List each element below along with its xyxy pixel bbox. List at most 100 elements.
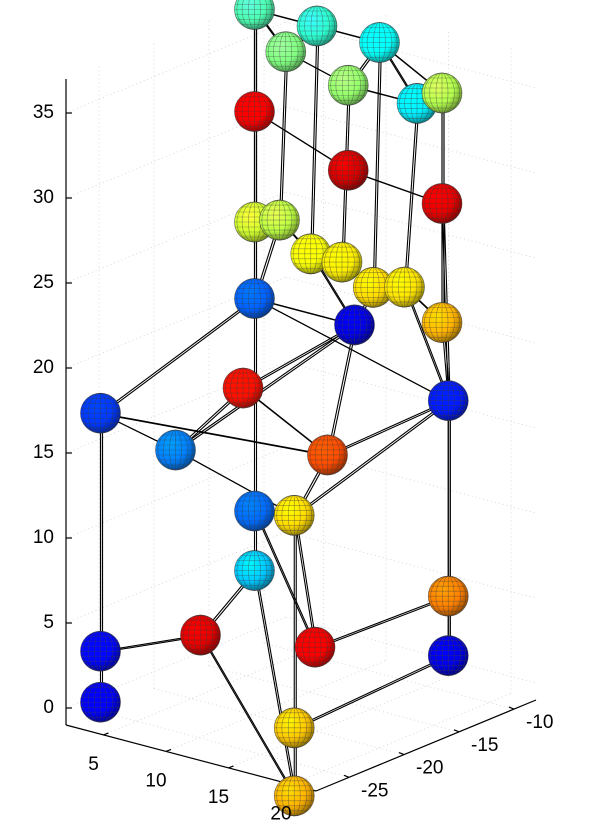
wireframe-edge xyxy=(255,571,297,797)
wireframe-edge xyxy=(310,25,318,254)
sphere-marker xyxy=(234,490,275,532)
x-tick-mark xyxy=(228,765,234,769)
wireframe-edge xyxy=(280,52,289,222)
wireframe-edge xyxy=(316,596,451,649)
sphere-marker xyxy=(273,707,315,749)
wireframe-edge xyxy=(100,412,328,456)
z-tick-label: 20 xyxy=(33,357,54,378)
x-tick-label: 5 xyxy=(88,754,99,775)
y-tick-label: -20 xyxy=(416,758,443,779)
wireframe-edge xyxy=(312,26,320,255)
wireframe-edge xyxy=(329,401,451,457)
sphere-marker xyxy=(359,22,400,63)
x-tick-label: 20 xyxy=(270,803,291,821)
sphere-marker xyxy=(296,5,338,47)
y-axis-line xyxy=(315,699,537,792)
chair-wireframe xyxy=(99,8,451,798)
z-tick-label: 10 xyxy=(33,527,54,548)
grid-line-z xyxy=(285,531,537,599)
z-tick-label: 30 xyxy=(33,187,54,208)
sphere-marker xyxy=(80,392,121,434)
y-tick-label: -15 xyxy=(471,735,498,756)
grid-line-x xyxy=(165,660,387,752)
sphere-marker xyxy=(259,199,300,241)
sphere-marker xyxy=(234,0,275,30)
sphere-marker xyxy=(334,304,375,346)
sphere-markers xyxy=(80,0,469,817)
x-tick-label: 15 xyxy=(208,787,229,808)
sphere-marker xyxy=(427,575,469,617)
wireframe-edge xyxy=(102,299,257,415)
wireframe-edge xyxy=(327,400,449,456)
sphere-marker xyxy=(290,233,332,275)
wireframe-edge xyxy=(372,42,381,288)
sphere-marker xyxy=(155,429,196,471)
wireframe-edge xyxy=(314,595,449,648)
x-tick-mark xyxy=(165,748,172,752)
wireframe-edge xyxy=(256,299,451,403)
wireframe-edge xyxy=(403,103,418,288)
wireframe-edge xyxy=(293,515,316,648)
sphere-marker xyxy=(180,614,221,656)
sphere-marker xyxy=(273,775,315,817)
y-tick-mark xyxy=(453,729,460,733)
sphere-marker xyxy=(234,550,275,591)
y-tick-label: -10 xyxy=(526,712,553,733)
axes xyxy=(65,79,537,792)
wireframe-edge xyxy=(296,656,451,730)
sphere-marker xyxy=(327,64,369,106)
sphere-marker xyxy=(384,266,425,308)
wireframe-edge xyxy=(405,104,420,289)
sphere-marker xyxy=(80,630,121,672)
wireframe-edge xyxy=(202,635,297,798)
sphere-marker xyxy=(273,494,315,536)
wireframe-edge xyxy=(326,324,356,456)
wireframe-edge xyxy=(102,413,330,457)
sphere-marker xyxy=(427,635,469,677)
z-tick-label: 15 xyxy=(33,442,54,463)
wireframe-edge xyxy=(177,325,357,452)
wireframe-edge xyxy=(200,634,295,797)
x-tick-label: 10 xyxy=(145,770,166,791)
y-tick-mark xyxy=(508,706,515,710)
sphere-marker xyxy=(427,380,469,421)
wireframe-edge xyxy=(293,400,449,516)
sphere-marker xyxy=(222,367,264,409)
z-tick-label: 25 xyxy=(33,272,54,293)
grid-line-y xyxy=(208,665,460,733)
wireframe-edge xyxy=(295,516,318,649)
sphere-marker xyxy=(294,626,336,668)
wireframe-edge xyxy=(374,43,383,289)
wireframe-edge xyxy=(253,510,316,648)
wireframe-edge xyxy=(278,51,287,221)
tick-labels: 0 5 10 15 20 25 30 35 5 10 15 20 -25 -20 -15 -10 xyxy=(33,102,554,821)
wireframe-edge xyxy=(100,298,255,414)
wireframe-edge xyxy=(175,324,355,451)
y-tick-mark xyxy=(343,774,350,778)
sphere-marker xyxy=(327,149,369,191)
y-tick-label: -25 xyxy=(361,780,388,801)
sphere-marker xyxy=(421,72,463,114)
wireframe-edge xyxy=(253,570,295,796)
z-tick-label: 0 xyxy=(43,697,54,718)
y-tick-mark xyxy=(398,752,405,756)
wireframe-edge xyxy=(242,324,355,389)
sphere-marker xyxy=(321,241,363,283)
wireframe-edge xyxy=(295,401,451,517)
wireframe-edge xyxy=(177,450,297,517)
sphere-marker xyxy=(421,183,463,224)
sphere-marker xyxy=(265,31,307,73)
wireframe-edge xyxy=(294,655,449,729)
sphere-marker xyxy=(234,278,275,319)
sphere-marker xyxy=(307,434,348,476)
sphere-marker xyxy=(80,681,121,723)
wireframe-edge xyxy=(328,325,358,457)
z-tick-label: 5 xyxy=(43,612,54,633)
x-tick-mark xyxy=(103,732,109,736)
wireframe-edge xyxy=(255,511,318,649)
z-tick-label: 35 xyxy=(33,102,54,123)
sphere-marker xyxy=(234,91,275,132)
x-axis-line xyxy=(65,724,317,792)
sphere-marker xyxy=(421,302,463,343)
